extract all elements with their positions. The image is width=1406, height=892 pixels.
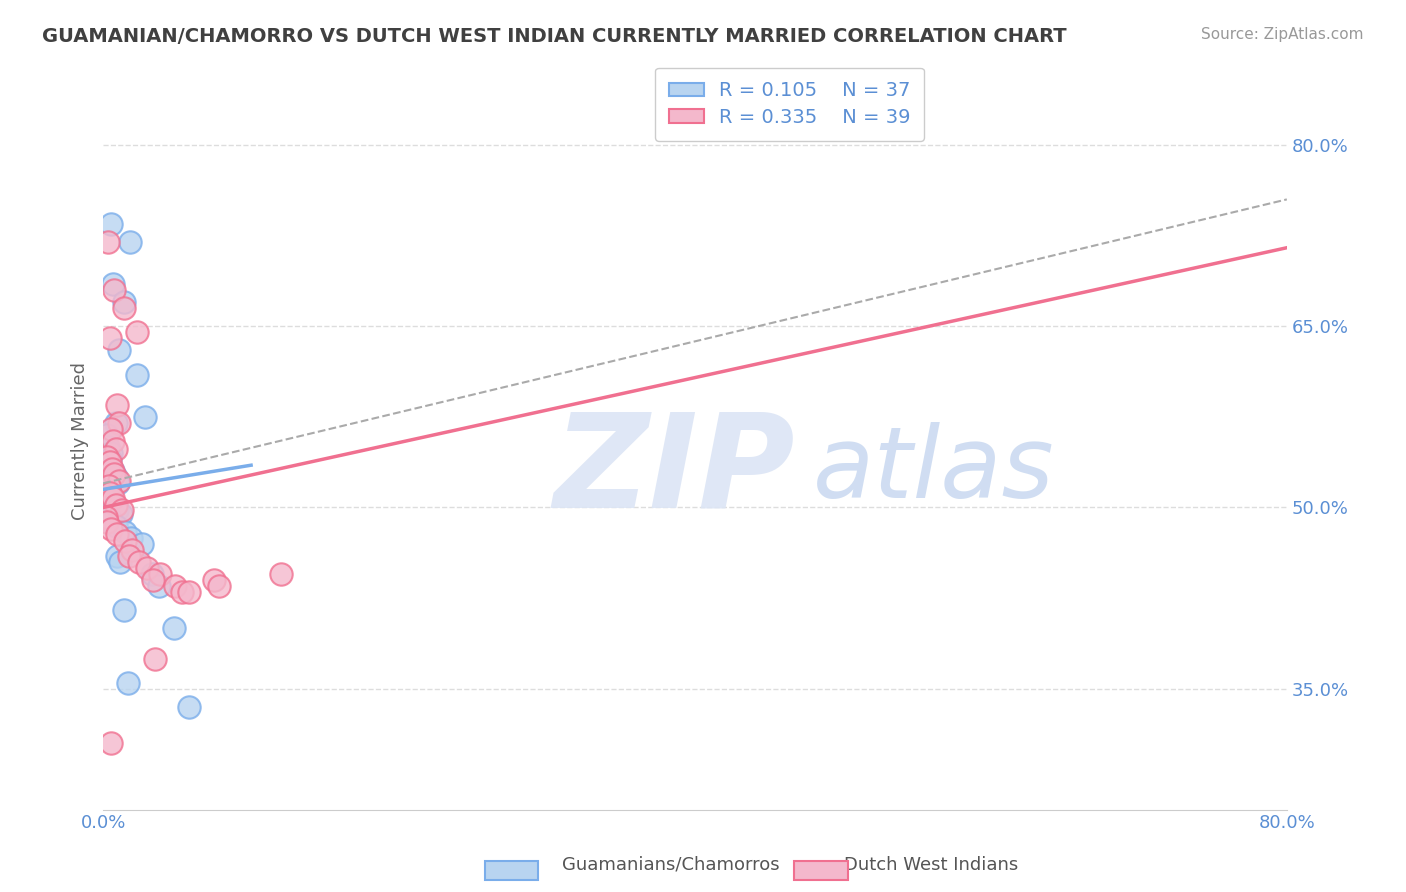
Point xyxy=(100,522,122,536)
Point xyxy=(108,555,131,569)
Point xyxy=(107,476,129,491)
Point xyxy=(104,498,127,512)
Point xyxy=(104,470,127,484)
Legend: R = 0.105    N = 37, R = 0.335    N = 39: R = 0.105 N = 37, R = 0.335 N = 39 xyxy=(655,68,924,141)
Point xyxy=(94,483,117,497)
Point xyxy=(96,488,118,502)
Point xyxy=(100,422,122,436)
Point xyxy=(98,452,121,467)
Point xyxy=(120,531,142,545)
Point xyxy=(98,491,121,505)
Point xyxy=(270,566,292,581)
Text: ZIP: ZIP xyxy=(553,407,794,534)
Point xyxy=(107,474,129,488)
Point xyxy=(112,603,135,617)
Text: GUAMANIAN/CHAMORRO VS DUTCH WEST INDIAN CURRENTLY MARRIED CORRELATION CHART: GUAMANIAN/CHAMORRO VS DUTCH WEST INDIAN … xyxy=(42,27,1067,45)
Point xyxy=(104,442,127,457)
Point xyxy=(117,675,139,690)
Point xyxy=(101,464,124,478)
Point xyxy=(100,515,122,529)
Point xyxy=(100,217,122,231)
Point xyxy=(101,498,124,512)
Point xyxy=(163,579,186,593)
Point xyxy=(104,500,127,515)
Point xyxy=(105,527,128,541)
Point xyxy=(118,549,141,563)
Point xyxy=(105,398,128,412)
Point xyxy=(96,450,118,464)
Point xyxy=(110,507,132,521)
Point xyxy=(103,277,125,291)
Point xyxy=(105,549,128,563)
Point xyxy=(112,295,135,310)
Point xyxy=(101,434,124,448)
Point xyxy=(127,368,149,382)
Point xyxy=(121,542,143,557)
Point xyxy=(141,566,163,581)
Point xyxy=(131,537,153,551)
Point xyxy=(108,343,131,358)
Point xyxy=(128,555,150,569)
Point xyxy=(97,440,120,454)
Point xyxy=(114,534,136,549)
Point xyxy=(100,494,122,508)
Text: atlas: atlas xyxy=(813,422,1054,519)
Point xyxy=(108,416,131,430)
Point xyxy=(148,579,170,593)
Point xyxy=(135,561,157,575)
Point xyxy=(96,428,118,442)
Point xyxy=(134,409,156,424)
Point xyxy=(142,573,165,587)
Point xyxy=(100,736,122,750)
Point xyxy=(177,699,200,714)
Point xyxy=(97,235,120,249)
Point xyxy=(97,510,120,524)
Point xyxy=(100,462,122,476)
Text: Dutch West Indians: Dutch West Indians xyxy=(844,855,1018,873)
Point xyxy=(105,518,128,533)
Point xyxy=(98,331,121,345)
Point xyxy=(207,579,229,593)
Point xyxy=(163,621,186,635)
Point xyxy=(118,235,141,249)
Point xyxy=(101,491,124,505)
Point xyxy=(149,566,172,581)
Point xyxy=(177,585,200,599)
Y-axis label: Currently Married: Currently Married xyxy=(72,362,89,520)
Point xyxy=(170,585,193,599)
Point xyxy=(143,651,166,665)
Point xyxy=(127,326,149,340)
Point xyxy=(112,301,135,315)
Point xyxy=(105,416,128,430)
Point xyxy=(98,486,121,500)
Point xyxy=(105,503,128,517)
Point xyxy=(114,524,136,539)
Point xyxy=(98,454,121,468)
Point xyxy=(202,573,225,587)
Point xyxy=(97,479,120,493)
Point xyxy=(100,446,122,460)
Point xyxy=(103,283,125,297)
Point xyxy=(103,467,125,481)
Point xyxy=(94,510,117,524)
Point xyxy=(96,515,118,529)
Point xyxy=(111,503,134,517)
Text: Guamanians/Chamorros: Guamanians/Chamorros xyxy=(562,855,780,873)
Text: Source: ZipAtlas.com: Source: ZipAtlas.com xyxy=(1201,27,1364,42)
